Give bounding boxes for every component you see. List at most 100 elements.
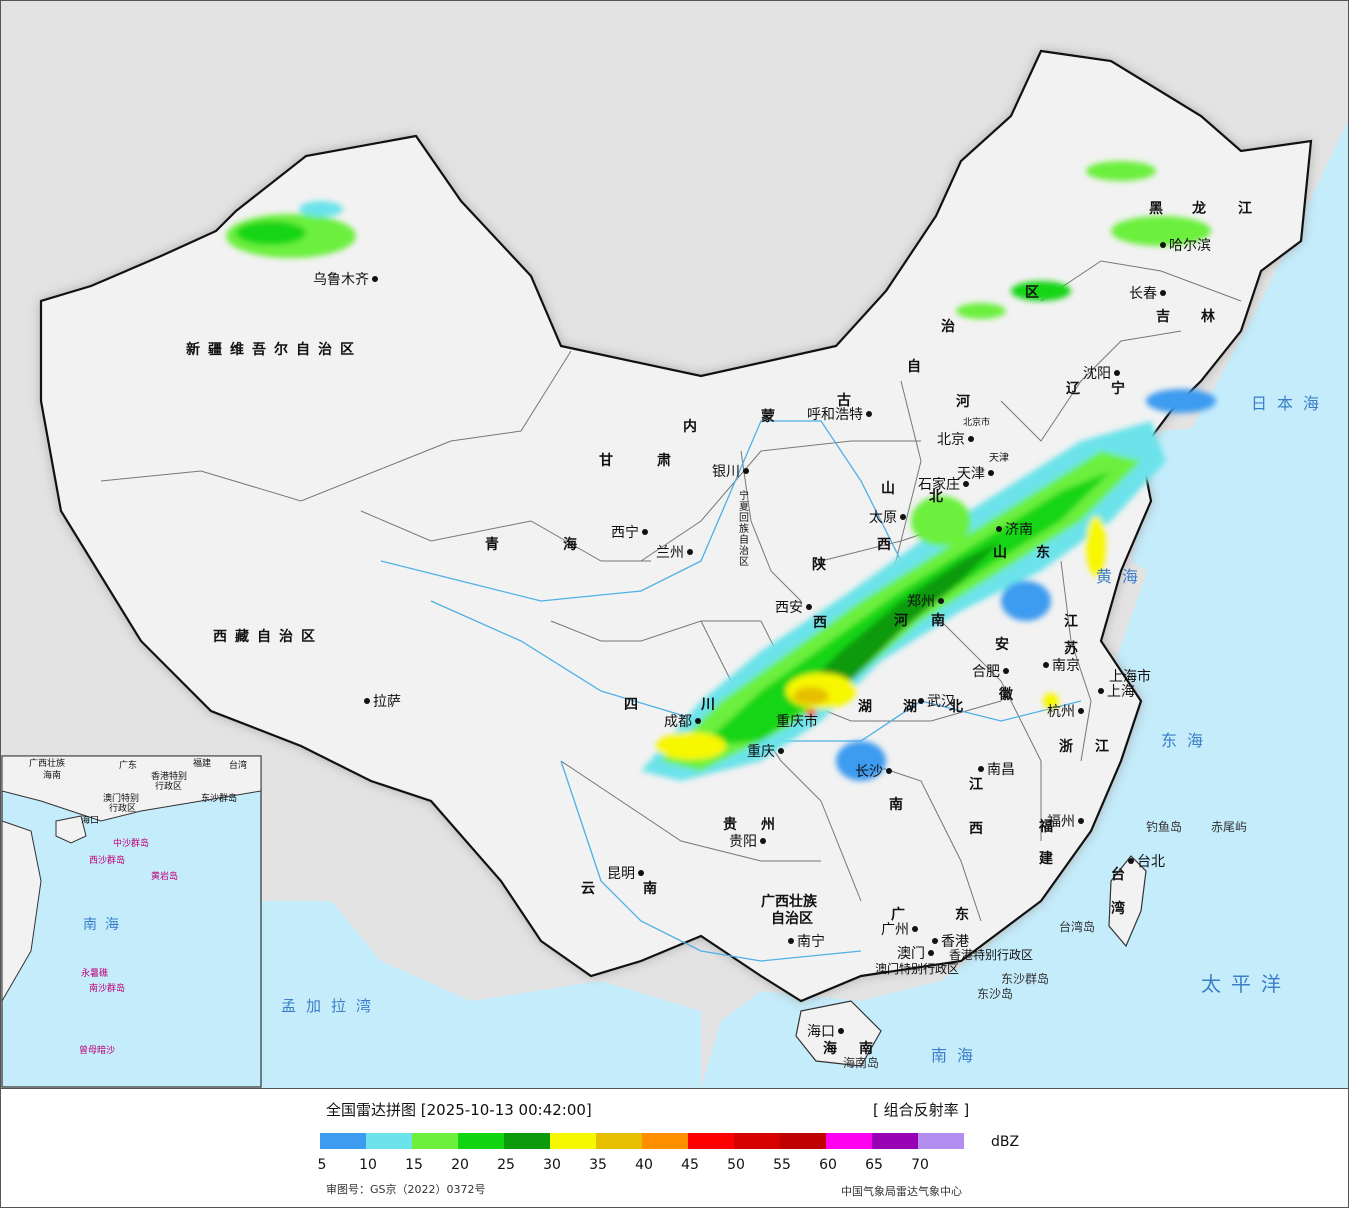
province-label: 台: [1111, 866, 1125, 883]
province-label: 海: [823, 1040, 837, 1057]
color-swatch-2: [412, 1133, 458, 1149]
city-marker: [1098, 688, 1104, 694]
province-label: 夏: [739, 501, 749, 513]
city-label: 南昌: [987, 762, 1015, 778]
province-label: 西: [877, 537, 891, 553]
province-label: 山: [993, 545, 1007, 561]
tick-label-40: 40: [635, 1157, 653, 1173]
sea-label: 太平洋: [1201, 972, 1291, 996]
city-label: 广州: [881, 922, 909, 938]
sea-label: 东沙群岛: [1001, 971, 1049, 986]
city-marker: [1078, 818, 1084, 824]
radar-echo-main-band: [641, 421, 1166, 781]
province-label: 林: [1201, 308, 1215, 325]
province-label: 吉: [1156, 308, 1170, 325]
province-label: 建: [1039, 850, 1053, 867]
city-marker: [1160, 242, 1166, 248]
province-label: 西藏自治区: [213, 628, 323, 645]
hainan-island: [795, 1000, 882, 1067]
province-label: 苏: [1064, 640, 1078, 657]
city-label: 拉萨: [373, 694, 401, 710]
city-label: 南宁: [797, 933, 825, 950]
province-label: 福: [1038, 818, 1053, 835]
city-marker: [938, 598, 944, 604]
city-marker: [695, 718, 701, 724]
inset-label: 行政区: [155, 780, 182, 792]
city-marker: [838, 1028, 844, 1034]
sea-label: 香港特别行政区: [949, 947, 1033, 962]
color-swatch-4: [504, 1133, 550, 1149]
city-label: 重庆: [747, 744, 775, 760]
province-label: 湖: [903, 699, 917, 715]
province-label: 自治区: [771, 910, 813, 927]
city-label: 昆明: [607, 866, 635, 882]
taiwan-island: [1108, 855, 1147, 948]
province-label: 治: [739, 544, 749, 557]
province-label: 东: [955, 906, 969, 923]
sea-label: 孟加拉湾: [281, 997, 381, 1015]
city-label: 澳门: [897, 946, 925, 962]
city-marker: [1128, 858, 1134, 864]
province-label: 黑: [1149, 201, 1163, 217]
city-marker: [900, 514, 906, 520]
tick-label-50: 50: [727, 1157, 745, 1173]
city-label: 合肥: [972, 664, 1000, 680]
city-label: 石家庄: [918, 476, 960, 493]
sea-label: 台湾岛: [1059, 919, 1095, 934]
province-label: 四: [624, 697, 638, 713]
city-marker: [968, 436, 974, 442]
city-label: 西宁: [611, 524, 639, 541]
city-label: 银川: [712, 464, 740, 480]
province-label: 陕: [812, 556, 826, 573]
province-label: 族: [739, 522, 749, 535]
province-label: 安: [995, 636, 1009, 653]
city-marker: [778, 748, 784, 754]
sea-label: 南海: [931, 1046, 983, 1065]
city-label: 太原: [869, 510, 897, 526]
inset-label: 香港特别: [151, 770, 187, 782]
province-label: 区: [1025, 285, 1039, 301]
inset-label: 东沙群岛: [201, 792, 237, 804]
tick-label-65: 65: [865, 1157, 883, 1173]
radar-echo-xinjiang: [226, 201, 356, 258]
city-marker: [928, 950, 934, 956]
inset-label: 广东: [119, 759, 137, 771]
city-label: 济南: [1005, 522, 1033, 538]
province-label: 徽: [998, 686, 1014, 703]
issuing-organization: 中国气象局雷达气象中心: [841, 1185, 962, 1198]
province-label: 河: [956, 393, 970, 410]
sea-label: 赤尾屿: [1211, 820, 1247, 834]
legend-title: 全国雷达拼图 [2025-10-13 00:42:00]: [326, 1101, 592, 1119]
city-label: 南京: [1052, 658, 1080, 674]
province-label: 广: [891, 906, 905, 923]
city-marker: [866, 411, 872, 417]
province-label: 辽: [1066, 381, 1081, 397]
province-label: 浙: [1059, 738, 1073, 755]
city-label: 贵阳: [729, 834, 757, 850]
tick-label-30: 30: [543, 1157, 561, 1173]
province-label: 宁: [1111, 380, 1125, 397]
product-label: [ 组合反射率 ]: [873, 1101, 970, 1119]
province-label: 天津: [989, 452, 1009, 464]
province-label: 北: [949, 699, 963, 715]
province-label: 江: [969, 776, 983, 793]
province-label: 治: [941, 318, 955, 335]
inset-south-china-sea: [1, 755, 262, 1088]
province-label: 肃: [657, 452, 671, 469]
city-label: 天津: [957, 466, 985, 482]
map-labels: 新疆维吾尔自治区西藏自治区青 海甘 肃内蒙古自治区黑龙江吉 林辽 宁河北山西陕西四 川云南…: [29, 200, 1319, 1070]
inset-label: 中沙群岛: [113, 837, 149, 849]
color-swatch-9: [734, 1133, 780, 1149]
province-label: 湾: [1111, 900, 1125, 917]
city-label: 福州: [1047, 814, 1075, 830]
inset-label: 行政区: [109, 802, 136, 814]
tick-label-10: 10: [359, 1157, 377, 1173]
city-label: 台北: [1137, 854, 1165, 870]
province-label: 自: [739, 533, 749, 546]
province-label: 南: [643, 880, 657, 897]
province-label: 龙: [1191, 200, 1206, 217]
color-swatch-11: [826, 1133, 872, 1149]
city-marker: [642, 529, 648, 535]
color-swatch-10: [780, 1133, 826, 1149]
sea-label: 钓鱼岛: [1146, 819, 1182, 834]
